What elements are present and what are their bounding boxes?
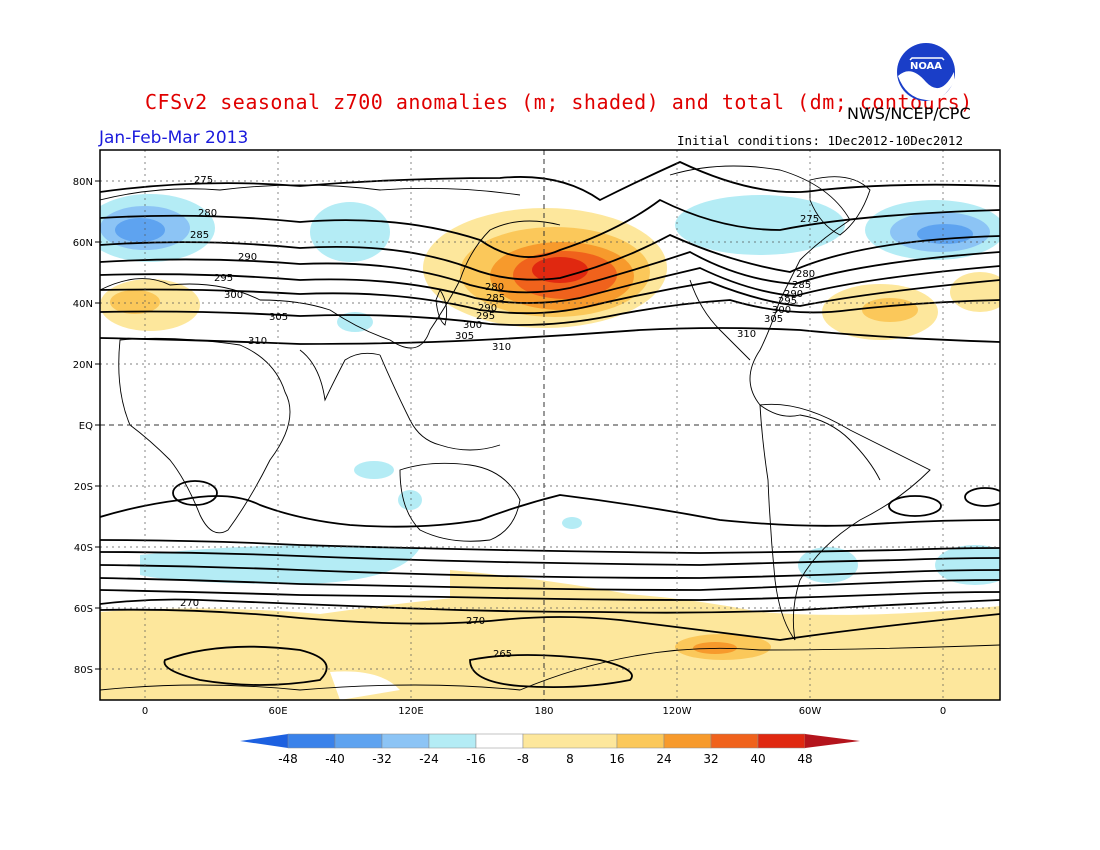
reference-lines [100,150,1000,700]
contour-label: 280 [198,208,217,219]
contour-label: 265 [493,649,512,660]
lat-label: 80S [74,665,93,676]
lon-label: 0 [142,706,148,717]
map-title: CFSv2 seasonal z700 anomalies (m; shaded… [145,90,973,114]
colorbar-box [663,733,712,749]
colorbar-box [522,733,618,749]
lat-label: EQ [79,421,93,432]
colorbar-box [428,733,477,749]
lon-label: 180 [534,706,553,717]
latitude-labels: 80N 60N 40N 20N EQ 20S 40S 60S 80S [73,177,93,676]
contour-label: 300 [772,305,791,316]
contour-label: 305 [455,331,474,342]
graticule [100,150,1000,700]
lat-label: 80N [73,177,93,188]
colorbar-tick: 32 [703,752,718,766]
lon-label: 120E [398,706,423,717]
lon-label: 120W [663,706,692,717]
contour-label: 270 [466,616,485,627]
colorbar-tick: 16 [609,752,624,766]
lon-label: 60E [268,706,287,717]
contour-label: 295 [476,311,495,322]
height-contours [100,161,1000,689]
colorbar-box [381,733,430,749]
noaa-logo-text: NOAA [910,61,942,72]
anomaly-shading [100,194,1000,700]
lat-label: 40N [73,299,93,310]
contour-label: 280 [485,282,504,293]
lat-label: 20S [74,482,93,493]
colorbar-box [616,733,665,749]
contour-label: 305 [269,312,288,323]
contour-label: 275 [194,175,213,186]
contour-label: 290 [784,289,803,300]
colorbar-tick: 40 [750,752,765,766]
contour-label: 285 [792,280,811,291]
lat-label: 40S [74,543,93,554]
contour-label: 285 [190,230,209,241]
contour-label: 295 [778,296,797,307]
lat-label: 20N [73,360,93,371]
contour-label: 310 [737,329,756,340]
noaa-logo: NOAA [897,43,955,101]
contour-label: 310 [248,336,267,347]
coastlines [100,165,1000,691]
contour-label: 270 [180,598,199,609]
colorbar-box [334,733,383,749]
colorbar-tick: 8 [566,752,574,766]
initial-conditions: Initial conditions: 1Dec2012-10Dec2012 [677,133,963,148]
contour-label: 300 [463,320,482,331]
colorbar-tick: -40 [325,752,345,766]
lat-label: 60N [73,238,93,249]
contour-label: 305 [764,314,783,325]
lat-label: 60S [74,604,93,615]
colorbar-box [287,733,336,749]
forecast-period: Jan-Feb-Mar 2013 [99,128,249,148]
contour-labels: 275 280 285 290 295 300 305 310 270 265 … [180,175,819,660]
contour-label: 285 [486,293,505,304]
contour-label: 275 [800,214,819,225]
colorbar-tick: -32 [372,752,392,766]
contour-label: 300 [224,290,243,301]
contour-label: 310 [492,342,511,353]
colorbar-box [757,733,806,749]
colorbar-tick: -48 [278,752,298,766]
contour-label: 290 [238,252,257,263]
colorbar-tick: 48 [797,752,812,766]
lon-label: 0 [940,706,946,717]
colorbar-box [475,733,524,749]
colorbar-arrow-right [805,734,860,748]
agency-label: NWS/NCEP/CPC [847,104,971,123]
contour-label: 290 [478,303,497,314]
contour-label: 280 [796,269,815,280]
colorbar-tick: -24 [419,752,439,766]
colorbar: -48 -40 -32 -24 -16 -8 8 16 24 32 40 48 [240,733,860,766]
colorbar-tick: -16 [466,752,486,766]
colorbar-arrow-left [240,734,288,748]
colorbar-box [710,733,759,749]
lon-label: 60W [799,706,822,717]
latitude-ticks [95,180,100,670]
contour-label: 295 [214,273,233,284]
colorbar-tick: -8 [517,752,529,766]
colorbar-tick: 24 [656,752,671,766]
longitude-labels: 0 60E 120E 180 120W 60W 0 [142,706,946,717]
